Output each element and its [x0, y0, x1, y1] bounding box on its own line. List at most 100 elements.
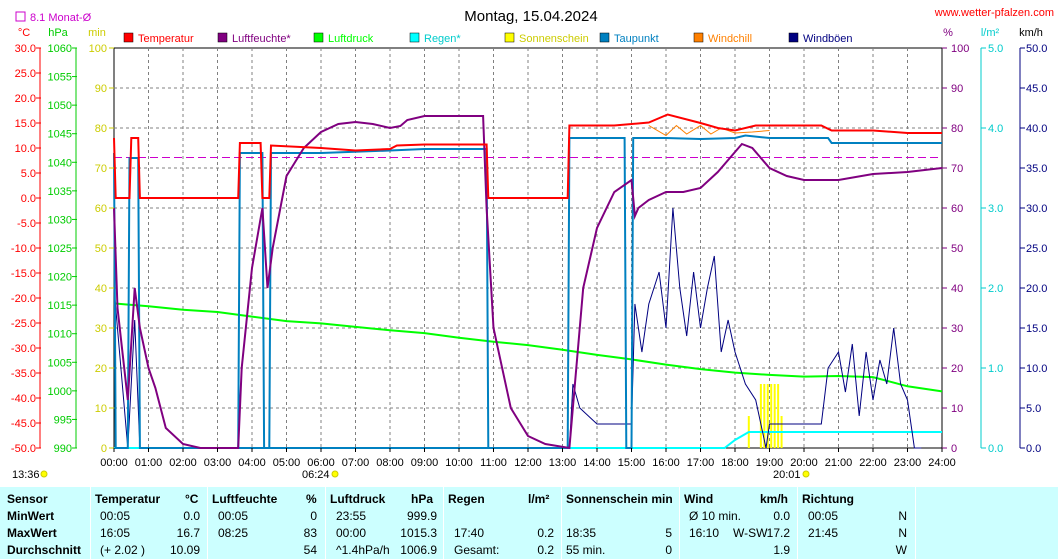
x-tick-label: 18:00: [721, 457, 749, 469]
series-group: [113, 113, 943, 450]
wind-tick-label: 40.0: [1026, 123, 1047, 135]
wind-tick-label: 35.0: [1026, 163, 1047, 175]
sun-tick-label: 30: [95, 323, 107, 335]
temp-tick-label: -5.0: [17, 218, 36, 230]
pressure-tick-label: 1045: [48, 129, 72, 141]
temp-tick-label: 0.0: [21, 193, 36, 205]
rain-time: Gesamt:: [454, 543, 500, 557]
sunset-time: 20:01: [773, 469, 801, 481]
wind-tick-label: 30.0: [1026, 203, 1047, 215]
pressure-tick-label: 1020: [48, 272, 72, 284]
series-line-luftdruck: [113, 302, 943, 393]
rain-tick-label: 3.0: [988, 203, 1003, 215]
sun-tick-label: 50: [95, 243, 107, 255]
legend-swatch: [313, 32, 324, 43]
rain-value: 0.2: [537, 526, 554, 540]
pressure-tick-label: 1015: [48, 300, 72, 312]
header-sunshine: Sonnenschein min: [566, 492, 673, 506]
legend-swatch: [788, 32, 799, 43]
legend-label: Sonnenschein: [519, 33, 589, 45]
series-line-luftfeuchte: [113, 115, 943, 450]
pressure-axis-unit: hPa: [48, 27, 68, 39]
x-tick-label: 00:00: [100, 457, 128, 469]
temp-tick-label: -50.0: [11, 443, 36, 455]
header-pressure-unit: hPa: [411, 492, 434, 506]
header-pressure: Luftdruck: [330, 492, 386, 506]
monthly-avg-label: 8.1 Monat-Ø: [30, 12, 92, 24]
series-line-windböen: [113, 207, 922, 449]
legend-label: Luftfeuchte*: [232, 33, 291, 45]
humidity-tick-label: 80: [951, 123, 963, 135]
x-tick-label: 12:00: [514, 457, 542, 469]
rain-tick-label: 2.0: [988, 283, 1003, 295]
wind-direction: W-SW: [733, 526, 768, 540]
wind-value: 1.9: [773, 543, 790, 557]
stats-table: Sensor Temperatur °C Luftfeuchte % Luftd…: [0, 487, 1058, 559]
direction-time: 21:45: [808, 526, 839, 540]
series-line-temperatur: [113, 113, 942, 199]
legend-label: Temperatur: [138, 33, 194, 45]
legend-label: Windböen: [803, 33, 853, 45]
wind-time: 16:10: [689, 526, 720, 540]
sun-axis-unit: min: [88, 27, 106, 39]
x-tick-label: 20:00: [790, 457, 818, 469]
humidity-tick-label: 70: [951, 163, 963, 175]
weather-chart: °C 30.0 25.0 20.0 15.0 10.0 5.0 0.0 -5.0 -10.0 -15…: [10, 7, 1054, 481]
humidity-value: 0: [310, 509, 317, 523]
temp-time: 00:05: [100, 509, 131, 523]
temp-value: 10.09: [169, 543, 200, 557]
pressure-tick-label: 1000: [48, 386, 72, 398]
wind-tick-label: 50.0: [1026, 43, 1047, 55]
table-divider: [915, 487, 916, 559]
sunshine-bar: [759, 384, 762, 448]
x-tick-label: 08:00: [376, 457, 404, 469]
humidity-tick-label: 10: [951, 403, 963, 415]
legend-label: Regen*: [424, 33, 461, 45]
table-divider: [561, 487, 562, 559]
sunrise-icon: [331, 470, 339, 478]
humidity-tick-label: 90: [951, 83, 963, 95]
wind-tick-label: 10.0: [1026, 363, 1047, 375]
table-divider: [325, 487, 326, 559]
monthly-avg-marker: [15, 11, 26, 22]
site-link[interactable]: www.wetter-pfalzen.com: [934, 7, 1054, 19]
series-line-windchill: [648, 124, 770, 137]
temp-value: 0.0: [183, 509, 200, 523]
sun-tick-label: 40: [95, 283, 107, 295]
x-tick-label: 16:00: [652, 457, 680, 469]
axes: °C 30.0 25.0 20.0 15.0 10.0 5.0 0.0 -5.0 -10.0 -15…: [11, 27, 1048, 469]
header-rain-unit: l/m²: [528, 492, 550, 506]
rain-tick-label: 5.0: [988, 43, 1003, 55]
table-divider: [90, 487, 91, 559]
temp-tick-label: 15.0: [15, 118, 36, 130]
direction-time: 00:05: [808, 509, 839, 523]
temp-tick-label: 25.0: [15, 68, 36, 80]
table-divider: [679, 487, 680, 559]
humidity-value: 83: [303, 526, 317, 540]
x-tick-label: 23:00: [894, 457, 922, 469]
temp-tick-label: -20.0: [11, 293, 36, 305]
pressure-tick-label: 1030: [48, 214, 72, 226]
pressure-tick-label: 990: [54, 443, 72, 455]
humidity-tick-label: 100: [951, 43, 969, 55]
sun-tick-label: 100: [89, 43, 107, 55]
temp-tick-label: -25.0: [11, 318, 36, 330]
legend-swatch: [599, 32, 610, 43]
x-tick-label: 04:00: [238, 457, 266, 469]
sun-tick-label: 60: [95, 203, 107, 215]
x-tick-label: 01:00: [135, 457, 163, 469]
temp-tick-label: 30.0: [15, 43, 36, 55]
table-divider: [797, 487, 798, 559]
row-label: MaxWert: [7, 526, 57, 540]
humidity-time: 08:25: [218, 526, 249, 540]
humidity-tick-label: 20: [951, 363, 963, 375]
row-label: Durchschnitt: [7, 543, 82, 557]
header-wind: Wind: [684, 492, 714, 506]
wind-tick-label: 5.0: [1026, 403, 1041, 415]
rain-tick-label: 4.0: [988, 123, 1003, 135]
x-tick-label: 03:00: [204, 457, 232, 469]
temp-time: (+ 2.02 ): [100, 543, 146, 557]
wind-tick-label: 20.0: [1026, 283, 1047, 295]
wind-tick-label: 15.0: [1026, 323, 1047, 335]
sunshine-bar: [763, 384, 766, 448]
